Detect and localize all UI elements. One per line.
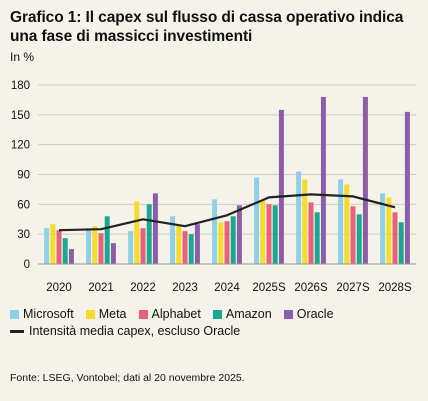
- bar-oracle: [278, 109, 284, 264]
- bar-microsoft: [254, 177, 260, 264]
- bar-amazon: [146, 204, 152, 264]
- legend-line-row: Intensità media capex, escluso Oracle: [10, 324, 422, 338]
- average-capex-line: [58, 193, 396, 232]
- y-tick-label: 60: [17, 199, 30, 211]
- bar-amazon: [314, 212, 320, 264]
- y-tick-label: 90: [17, 170, 30, 182]
- x-tick-label: 2021: [88, 282, 114, 294]
- bar-microsoft: [170, 216, 176, 264]
- bar-oracle: [194, 224, 200, 264]
- bar-meta: [50, 224, 56, 264]
- bar-oracle: [404, 111, 410, 264]
- legend-item-average-line: Intensità media capex, escluso Oracle: [10, 324, 240, 338]
- bar-alphabet: [182, 231, 188, 264]
- bar-alphabet: [140, 228, 146, 264]
- source-note: Fonte: LSEG, Vontobel; dati al 20 novemb…: [10, 372, 245, 384]
- bar-oracle: [110, 243, 116, 264]
- bar-alphabet: [224, 221, 230, 264]
- bar-alphabet: [266, 204, 272, 264]
- bar-amazon: [356, 214, 362, 264]
- bar-microsoft: [296, 171, 302, 264]
- x-tick-label: 2022: [130, 282, 156, 294]
- bar-microsoft: [212, 199, 218, 264]
- legend-swatch: [283, 309, 293, 319]
- legend: Microsoft Meta Alphabet Amazon Oracle In…: [10, 307, 422, 341]
- bar-microsoft: [86, 228, 92, 264]
- bar-meta: [260, 200, 266, 264]
- legend-line-swatch: [10, 329, 24, 333]
- bar-microsoft: [128, 231, 134, 264]
- bar-meta: [302, 179, 308, 264]
- legend-label: Microsoft: [23, 307, 74, 321]
- bar-oracle: [152, 193, 158, 264]
- legend-label: Amazon: [225, 307, 272, 321]
- bar-chart: 0 30 60 90 120 150 180 2020 2021 2022 2023 2024 2025…: [11, 80, 416, 294]
- bar-meta: [134, 201, 140, 264]
- bar-meta: [92, 226, 98, 264]
- legend-item-amazon: Amazon: [212, 307, 272, 321]
- bar-microsoft: [338, 179, 344, 264]
- bar-meta: [386, 197, 392, 264]
- legend-item-microsoft: Microsoft: [10, 307, 74, 321]
- legend-swatch: [10, 309, 19, 319]
- y-tick-label: 150: [11, 110, 30, 122]
- legend-swatch: [85, 309, 95, 319]
- bar-meta: [344, 184, 350, 264]
- bar-alphabet: [98, 233, 104, 264]
- chart-title: Grafico 1: Il capex sul flusso di cassa …: [10, 9, 404, 45]
- bar-meta: [218, 222, 224, 264]
- x-tick-label: 2026S: [294, 282, 328, 294]
- bar-oracle: [236, 205, 242, 264]
- bar-amazon: [62, 238, 68, 264]
- bar-alphabet: [350, 206, 356, 264]
- bar-microsoft: [44, 228, 50, 264]
- y-unit-label: In %: [10, 50, 35, 64]
- x-tick-label: 2023: [172, 282, 198, 294]
- bar-alphabet: [56, 230, 62, 264]
- legend-label: Alphabet: [151, 307, 201, 321]
- bar-amazon: [230, 216, 236, 264]
- bar-oracle: [68, 249, 74, 264]
- legend-label: Meta: [98, 307, 127, 321]
- y-tick-label: 120: [11, 140, 30, 152]
- legend-series-row: Microsoft Meta Alphabet Amazon Oracle: [10, 307, 422, 321]
- bar-alphabet: [308, 202, 314, 264]
- bar-amazon: [272, 205, 278, 264]
- bar-alphabet: [392, 212, 398, 264]
- y-tick-label: 180: [11, 80, 30, 92]
- x-tick-label: 2025S: [252, 282, 286, 294]
- x-tick-label: 2027S: [336, 282, 370, 294]
- bar-amazon: [398, 222, 404, 264]
- bar-amazon: [104, 216, 110, 264]
- legend-swatch: [138, 309, 148, 319]
- x-tick-label: 2020: [46, 282, 72, 294]
- bar-meta: [176, 224, 182, 264]
- x-tick-label: 2028S: [378, 282, 412, 294]
- bar-microsoft: [380, 193, 386, 264]
- bar-oracle: [362, 96, 368, 264]
- bar-oracle: [320, 96, 326, 264]
- bar-amazon: [188, 234, 194, 264]
- y-tick-label: 30: [17, 229, 30, 241]
- x-tick-label: 2024: [214, 282, 240, 294]
- legend-item-meta: Meta: [85, 307, 127, 321]
- y-tick-label: 0: [24, 259, 30, 271]
- legend-label: Intensità media capex, escluso Oracle: [29, 324, 241, 338]
- legend-item-oracle: Oracle: [283, 307, 334, 321]
- legend-item-alphabet: Alphabet: [138, 307, 201, 321]
- legend-label: Oracle: [296, 307, 334, 321]
- legend-swatch: [212, 309, 222, 319]
